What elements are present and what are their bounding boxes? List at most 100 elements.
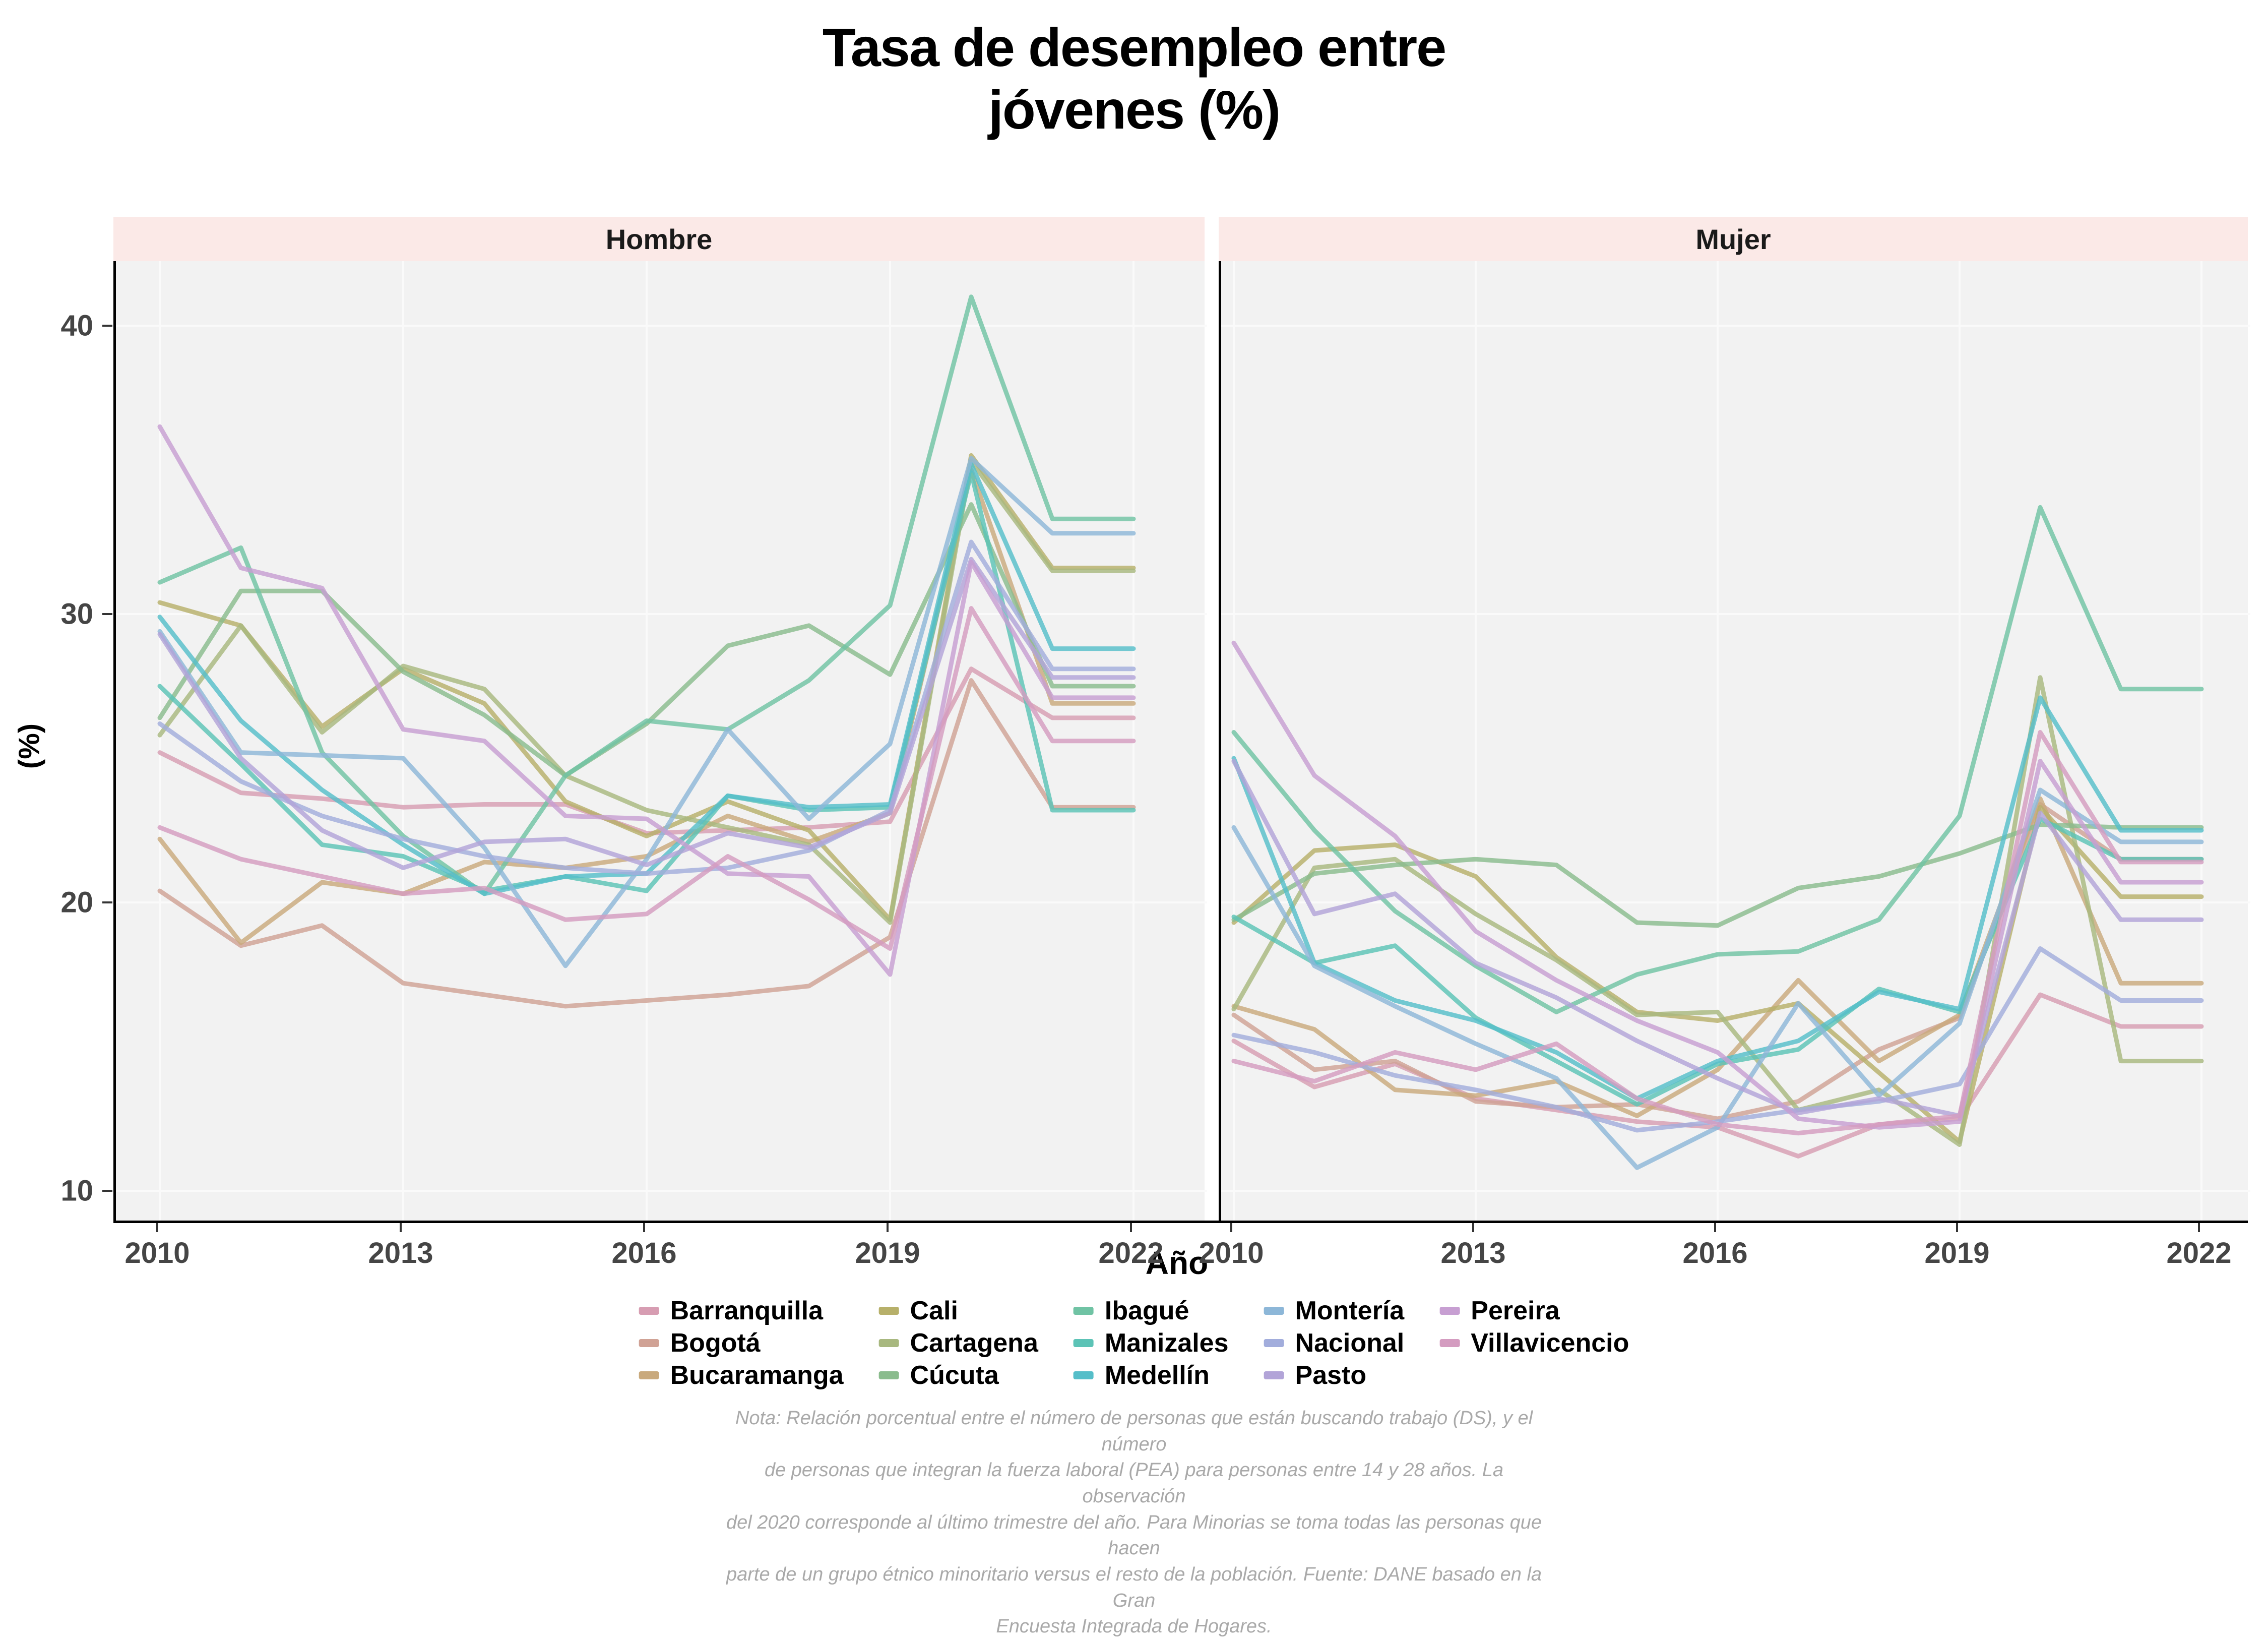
x-tick-label: 2022 [1098,1237,1164,1269]
series-line-nacional [1231,946,2204,1133]
x-tick-label: 2022 [2166,1237,2232,1269]
series-line-villavicencio [1231,730,2204,1136]
series-line-ibagué [1231,505,2204,1014]
facet-strip-mujer-label: Mujer [1695,223,1771,255]
legend-item-cúcuta: Cúcuta [878,1361,1038,1390]
series-line-pasto [1231,759,2204,1118]
legend-swatch-icon [878,1371,899,1379]
legend-label: Nacional [1295,1328,1405,1358]
y-axis-tick [102,613,112,615]
series-line-montería [157,456,1136,968]
legend-label: Bogotá [670,1328,761,1358]
x-axis-tick [400,1223,402,1232]
x-tick-label: 2019 [1924,1237,1990,1269]
series-line-pereira [157,424,1136,977]
footnote-line: del 2020 corresponde al último trimestre… [726,1511,1542,1559]
x-axis-tick [1714,1223,1716,1232]
legend-label: Pereira [1471,1296,1560,1325]
legend-label: Cúcuta [910,1361,999,1390]
x-tick-label: 2010 [1199,1237,1264,1269]
y-tick-label: 40 [60,309,93,342]
legend-label: Villavicencio [1471,1328,1629,1358]
x-axis-line [113,1221,2248,1223]
chart-title: Tasa de desempleo entre jóvenes (%) [0,16,2268,141]
legend-item-ibagué: Ibagué [1073,1296,1229,1325]
x-tick-label: 2016 [1682,1237,1748,1269]
legend-item-bogotá: Bogotá [639,1328,844,1358]
series-line-cali [157,453,1136,922]
legend-label: Barranquilla [670,1296,824,1325]
legend-item-villavicencio: Villavicencio [1439,1328,1629,1358]
series-line-barranquilla [157,666,1136,836]
footnote: Nota: Relación porcentual entre el númer… [711,1406,1557,1640]
series-line-pasto [157,557,1136,870]
x-tick-label: 2019 [855,1237,920,1269]
y-tick-label: 30 [60,597,93,631]
facet-strip-hombre-label: Hombre [605,223,713,255]
chart-title-line2: jóvenes (%) [988,79,1281,141]
legend-item-cartagena: Cartagena [878,1328,1038,1358]
series-line-cali [1231,805,2204,1144]
plot-panel-hombre [113,261,1207,1222]
series-line-montería [1231,787,2204,1170]
facet-strip-mujer: Mujer [1219,217,2248,261]
legend-swatch-icon [1264,1339,1284,1347]
legend-label: Manizales [1104,1328,1229,1358]
legend-swatch-icon [639,1339,659,1347]
legend-label: Cartagena [910,1328,1038,1358]
legend-item-manizales: Manizales [1073,1328,1229,1358]
legend-swatch-icon [878,1307,899,1315]
series-line-bucaramanga [1231,796,2204,1118]
x-axis-tick [2198,1223,2200,1232]
x-axis-tick [156,1223,158,1232]
legend-label: Cali [910,1296,958,1325]
legend-label: Ibagué [1104,1296,1189,1325]
legend-item-barranquilla: Barranquilla [639,1296,844,1325]
x-axis-tick [1956,1223,1958,1232]
legend-label: Medellín [1104,1361,1210,1390]
x-axis-tick [1130,1223,1132,1232]
x-axis-tick [1230,1223,1232,1232]
chart-title-line1: Tasa de desempleo entre [822,17,1447,78]
footnote-line: parte de un grupo étnico minoritario ver… [726,1564,1542,1611]
x-axis-tick [1472,1223,1474,1232]
legend-swatch-icon [878,1339,899,1347]
legend-swatch-icon [639,1307,659,1315]
legend: Barranquilla Bogotá Bucaramanga Cali Cartage… [639,1296,1629,1390]
legend-swatch-icon [1073,1307,1094,1315]
legend-label: Bucaramanga [670,1361,844,1390]
legend-item-pasto: Pasto [1264,1361,1405,1390]
series-line-medellín [1231,695,2204,1101]
legend-swatch-icon [1264,1371,1284,1379]
legend-label: Pasto [1295,1361,1367,1390]
x-tick-label: 2013 [368,1237,433,1269]
legend-item-nacional: Nacional [1264,1328,1405,1358]
facet-strip-hombre: Hombre [113,217,1205,261]
footnote-line: Encuesta Integrada de Hogares. [996,1616,1272,1637]
legend-item-montería: Montería [1264,1296,1405,1325]
x-tick-label: 2010 [124,1237,190,1269]
series-line-nacional [157,539,1136,876]
x-axis-title: Año [1145,1245,1209,1281]
y-axis-tick [102,1190,112,1192]
y-axis-tick [102,901,112,903]
x-axis-tick [887,1223,889,1232]
legend-swatch-icon [1439,1307,1460,1315]
plot-panel-mujer [1219,261,2250,1222]
footnote-line: Nota: Relación porcentual entre el númer… [735,1408,1533,1455]
legend-swatch-icon [1073,1339,1094,1347]
legend-item-cali: Cali [878,1296,1038,1325]
legend-swatch-icon [1073,1371,1094,1379]
y-tick-label: 10 [60,1174,93,1207]
series-line-ibagué [157,294,1136,896]
x-tick-label: 2013 [1440,1237,1506,1269]
y-axis-tick [102,325,112,327]
x-tick-label: 2016 [611,1237,677,1269]
y-tick-label: 20 [60,886,93,919]
x-axis-tick [643,1223,645,1232]
legend-item-bucaramanga: Bucaramanga [639,1361,844,1390]
footnote-line: de personas que integran la fuerza labor… [764,1460,1504,1507]
legend-swatch-icon [1439,1339,1460,1347]
series-line-cartagena [1231,675,2204,1147]
legend-item-medellín: Medellín [1073,1361,1229,1390]
